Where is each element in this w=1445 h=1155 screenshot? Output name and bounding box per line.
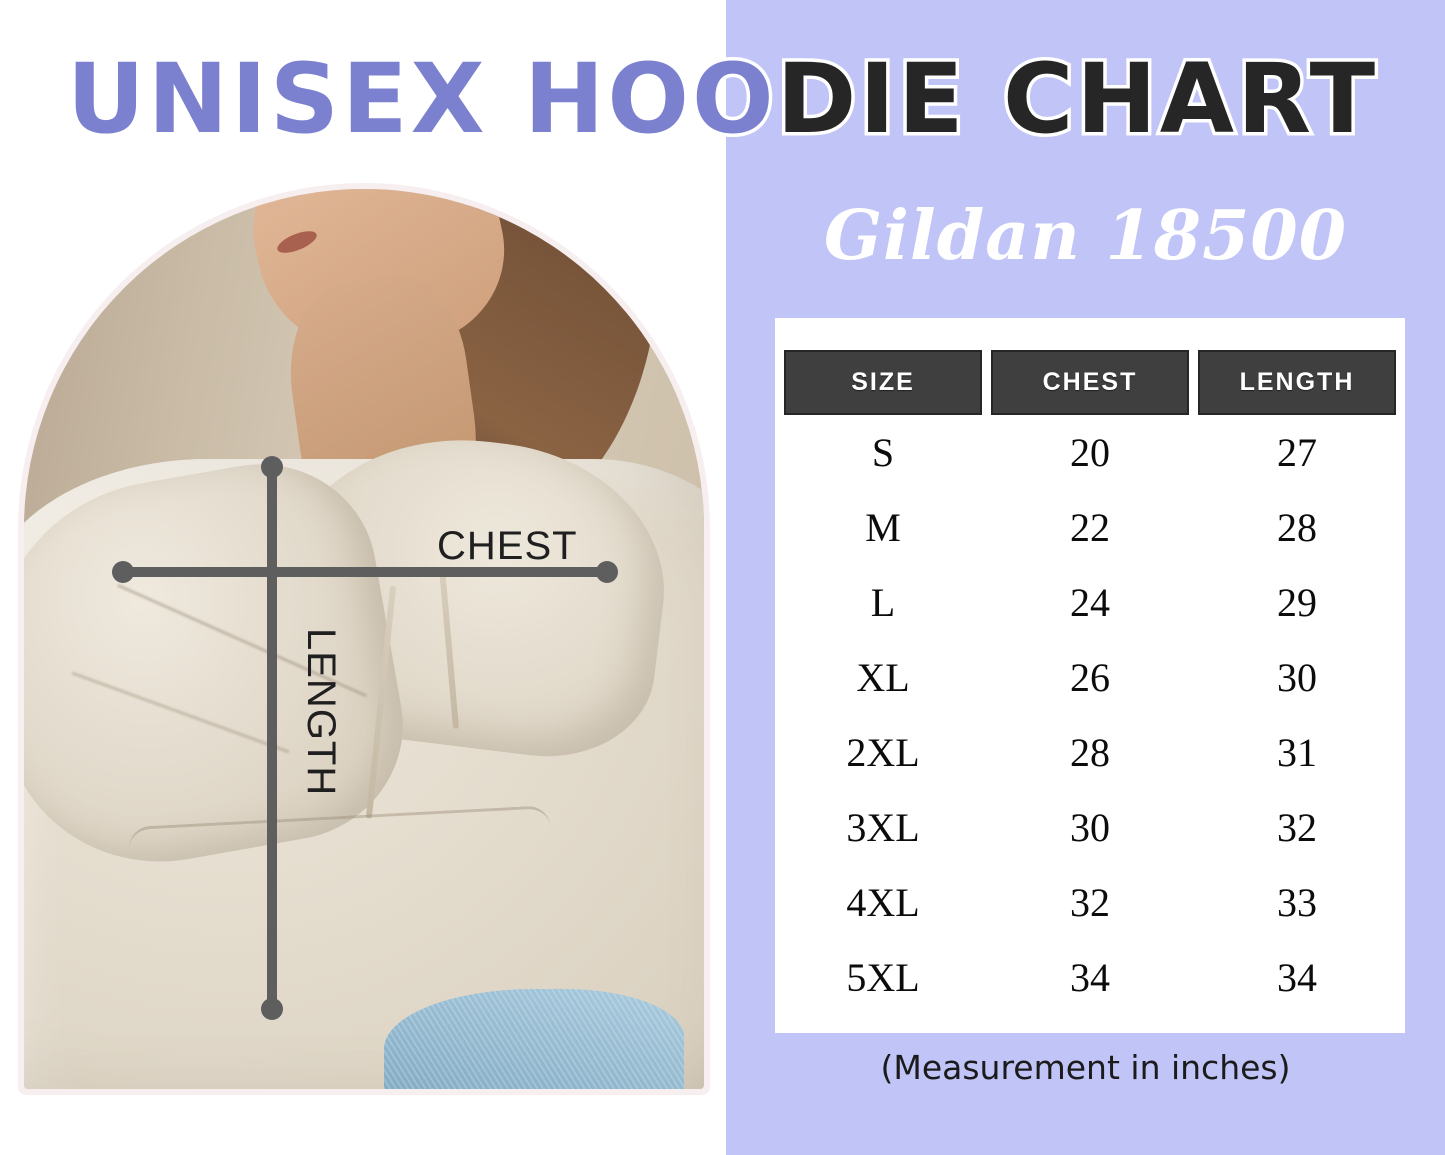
measurement-units-note: (Measurement in inches) [880,1048,1291,1087]
chest-endpoint-left-icon [112,561,134,583]
cell-chest: 32 [1070,880,1110,925]
cell-size: L [870,580,896,625]
cell-length: 28 [1277,505,1317,550]
chest-endpoint-right-icon [596,561,618,583]
hoodie-photo-frame [18,183,710,1095]
table-row: XL 26 30 [784,640,1396,715]
cell-size: 2XL [846,730,920,775]
size-table-head: SIZE CHEST LENGTH [784,350,1396,415]
cell-length: 30 [1277,655,1317,700]
hoodie-photo [24,189,704,1089]
cell-chest: 30 [1070,805,1110,850]
product-subtitle: Gildan 18500 [823,196,1348,276]
cell-chest: 20 [1070,430,1110,475]
chest-measure-line [118,567,607,577]
cell-size: 4XL [846,880,920,925]
length-measure-label: LENGTH [299,628,343,797]
table-row: 3XL 30 32 [784,790,1396,865]
length-endpoint-bottom-icon [261,998,283,1020]
table-header-row: SIZE CHEST LENGTH [784,350,1396,415]
cell-length: 31 [1277,730,1317,775]
column-header-chest: CHEST [991,350,1189,415]
table-row: 4XL 32 33 [784,865,1396,940]
cell-chest: 34 [1070,955,1110,1000]
cell-length: 27 [1277,430,1317,475]
table-row: 2XL 28 31 [784,715,1396,790]
cell-size: M [865,505,901,550]
table-row: S 20 27 [784,415,1396,490]
table-row: M 22 28 [784,490,1396,565]
cell-chest: 28 [1070,730,1110,775]
length-measure-line [267,462,277,1009]
cell-size: 5XL [846,955,920,1000]
cell-length: 33 [1277,880,1317,925]
table-row: L 24 29 [784,565,1396,640]
size-table: SIZE CHEST LENGTH S 20 27 M 22 28 L [775,350,1405,1015]
cell-length: 34 [1277,955,1317,1000]
photo-jeans-right [384,989,684,1089]
size-table-card: SIZE CHEST LENGTH S 20 27 M 22 28 L [775,318,1405,1033]
cell-size: XL [856,655,910,700]
column-header-length: LENGTH [1198,350,1396,415]
length-endpoint-top-icon [261,456,283,478]
cell-length: 32 [1277,805,1317,850]
cell-chest: 22 [1070,505,1110,550]
cell-chest: 24 [1070,580,1110,625]
chest-measure-label: CHEST [437,524,578,568]
cell-size: 3XL [846,805,920,850]
cell-size: S [871,430,895,475]
size-table-body: S 20 27 M 22 28 L 24 29 XL 26 30 [784,415,1396,1015]
cell-chest: 26 [1070,655,1110,700]
table-row: 5XL 34 34 [784,940,1396,1015]
cell-length: 29 [1277,580,1317,625]
column-header-size: SIZE [784,350,982,415]
